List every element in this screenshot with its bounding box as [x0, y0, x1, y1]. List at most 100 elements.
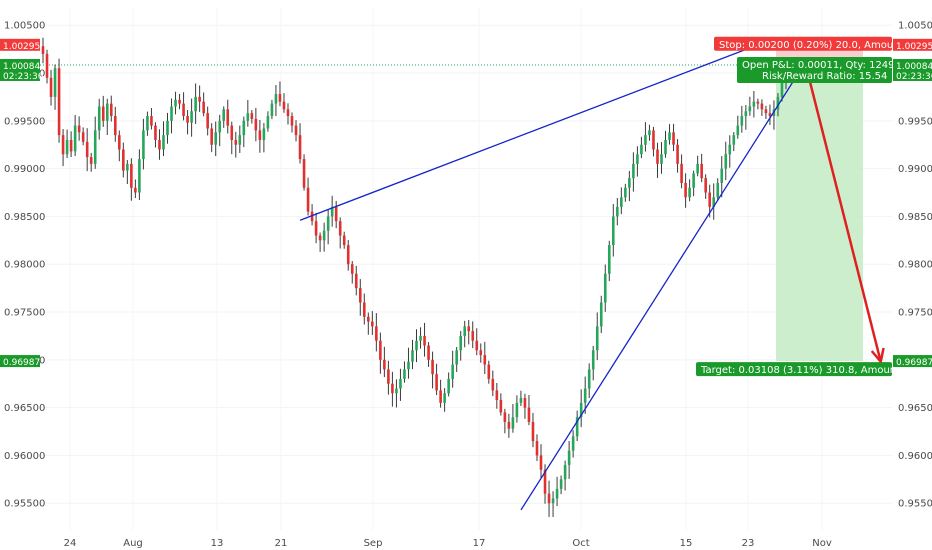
candle-body: [306, 187, 310, 212]
candle-body: [567, 450, 571, 465]
candle-body: [579, 402, 583, 418]
candle-body: [423, 335, 426, 346]
candle-body: [170, 106, 173, 121]
candle-body: [310, 211, 314, 222]
candle-body: [692, 173, 695, 188]
candle-body: [146, 116, 149, 131]
candle-body: [391, 383, 394, 394]
time-axis-label: Nov: [812, 538, 832, 549]
candle-body: [242, 120, 246, 136]
candle-body: [656, 149, 659, 164]
candle-body: [427, 345, 430, 360]
candle-body: [118, 135, 121, 150]
candle-body: [415, 340, 418, 351]
left-target-badge-box: [0, 355, 40, 368]
candle-body: [551, 498, 555, 504]
candle-body: [607, 245, 611, 274]
left-price-tick: 0.98500: [4, 212, 45, 223]
candle-body: [776, 96, 780, 110]
candle-body: [97, 106, 101, 131]
candle-body: [326, 216, 330, 231]
candle-body: [318, 235, 322, 241]
candle-body: [756, 101, 760, 104]
time-axis-label: 21: [275, 538, 288, 549]
candle-body: [660, 154, 663, 164]
price-badges: Stop: 0.00200 (0.20%) 20.0, Amou Open P&L…: [0, 36, 932, 377]
right-price-tick: 0.99500: [898, 116, 932, 127]
candle-body: [166, 120, 169, 136]
grid-layer: [40, 8, 892, 530]
candle-body: [342, 235, 346, 246]
left-price-tick: 0.95500: [4, 499, 45, 510]
right-stop-badge-box: [893, 38, 932, 51]
candle-body: [684, 182, 687, 198]
candle-body: [274, 94, 278, 104]
candle-body: [483, 355, 487, 365]
candlestick-series: [41, 37, 788, 517]
candle-body: [499, 399, 503, 413]
candle-body: [644, 135, 647, 145]
candle-body: [624, 187, 627, 198]
candle-body: [246, 113, 250, 121]
candle-body: [680, 163, 683, 183]
candle-body: [507, 421, 511, 429]
right-price-tick: 0.96500: [898, 403, 932, 414]
candle-body: [712, 197, 716, 207]
candle-body: [330, 206, 334, 217]
candle-body: [431, 359, 434, 375]
candle-body: [190, 111, 193, 123]
candle-body: [620, 197, 623, 207]
candle-body: [515, 402, 519, 418]
candle-body: [443, 393, 446, 403]
candle-body: [266, 116, 270, 129]
right-price-tick: 0.95500: [898, 499, 932, 510]
projection-arrow-line: [807, 77, 882, 363]
candle-body: [270, 103, 274, 117]
left-current-badge-text: 1.00084: [3, 62, 40, 72]
left-stop-badge-box: [0, 38, 40, 51]
trendline-lower: [520, 65, 804, 511]
candle-body: [53, 68, 57, 97]
candle-body: [262, 128, 266, 140]
candle-body: [616, 206, 619, 217]
candle-body: [531, 421, 535, 442]
candle-body: [487, 364, 491, 379]
candle-body: [202, 101, 205, 114]
time-axis-label: 23: [742, 538, 755, 549]
candle-body: [122, 149, 125, 171]
candle-body: [724, 154, 728, 169]
candle-body: [286, 109, 290, 117]
right-price-tick: 0.98000: [898, 260, 932, 271]
candle-body: [519, 398, 523, 403]
candle-body: [399, 378, 402, 389]
candle-body: [672, 132, 675, 145]
candle-body: [447, 378, 450, 394]
candle-body: [752, 101, 756, 107]
candle-body: [676, 144, 679, 164]
candle-body: [632, 163, 635, 179]
candle-body: [491, 378, 495, 391]
candle-body: [85, 141, 89, 158]
right-target-badge-box: [893, 355, 932, 368]
candle-body: [367, 316, 370, 322]
candle-body: [371, 321, 374, 327]
candle-body: [511, 417, 515, 429]
candle-body: [780, 82, 784, 97]
candle-body: [379, 340, 382, 360]
candle-body: [93, 130, 97, 164]
candle-body: [65, 139, 69, 155]
pnl-label-text: Open P&L: 0.00011, Qty: 1249: [742, 60, 895, 71]
candle-body: [475, 340, 479, 351]
candle-body: [126, 163, 129, 171]
candle-body: [403, 369, 406, 379]
right-stop-badge-text: 1.00295: [896, 42, 932, 52]
candle-body: [57, 68, 61, 136]
candle-body: [555, 488, 559, 499]
right-current-badge-text: 02:23:36: [896, 72, 932, 82]
candle-body: [322, 230, 326, 241]
trendline-drawings[interactable]: [299, 44, 885, 511]
candle-body: [178, 99, 181, 104]
candle-body: [688, 187, 691, 198]
candle-body: [138, 159, 141, 193]
